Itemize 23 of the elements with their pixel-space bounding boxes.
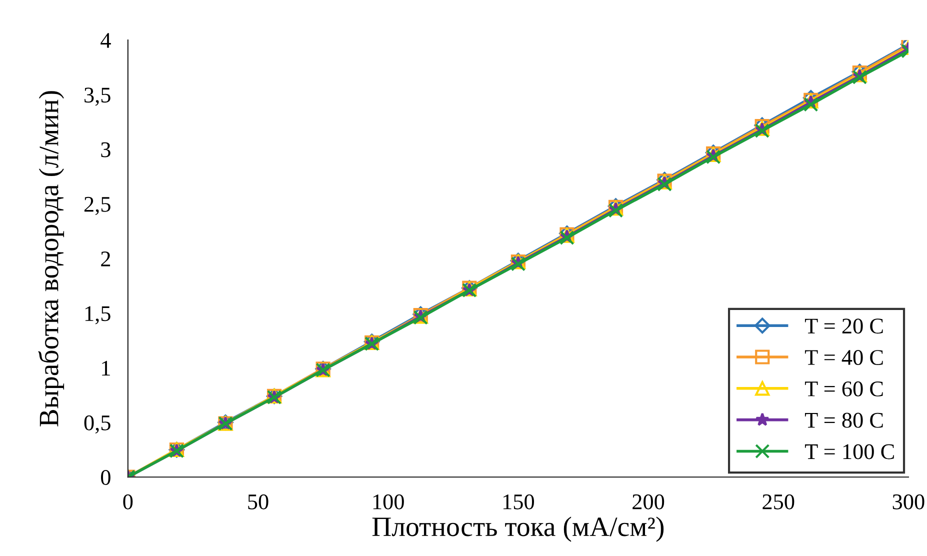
x-tick-label: 50 (248, 494, 268, 510)
y-axis-title: Выработка водорода (л/мин) (38, 91, 64, 426)
y-tick-label: 1 (102, 360, 110, 376)
y-tick-label: 0,5 (84, 415, 110, 434)
x-tick-label: 150 (503, 494, 534, 510)
x-tick-label: 250 (762, 494, 794, 510)
legend-label: T = 60 C (804, 381, 883, 396)
x-tick-label: 100 (373, 494, 404, 510)
x-tick-label: 300 (892, 494, 924, 510)
y-tick-label: 2 (101, 252, 110, 266)
y-tick-label: 1,5 (85, 306, 110, 324)
y-tick-label: 0 (100, 470, 110, 485)
legend-label: T = 20 C (804, 318, 883, 334)
x-tick-label: 0 (123, 494, 133, 510)
y-tick-label: 3 (101, 142, 110, 158)
legend-label: T = 40 C (804, 350, 883, 366)
legend-label: T = 80 C (804, 412, 883, 428)
x-tick-label: 200 (632, 494, 664, 510)
x-axis-title: Плотность тока (мА/см²) (372, 516, 664, 542)
legend-label: T = 100 C (804, 444, 894, 460)
y-tick-label: 2,5 (84, 196, 110, 216)
y-tick-label: 4 (100, 33, 111, 48)
y-tick-label: 3,5 (84, 88, 110, 106)
